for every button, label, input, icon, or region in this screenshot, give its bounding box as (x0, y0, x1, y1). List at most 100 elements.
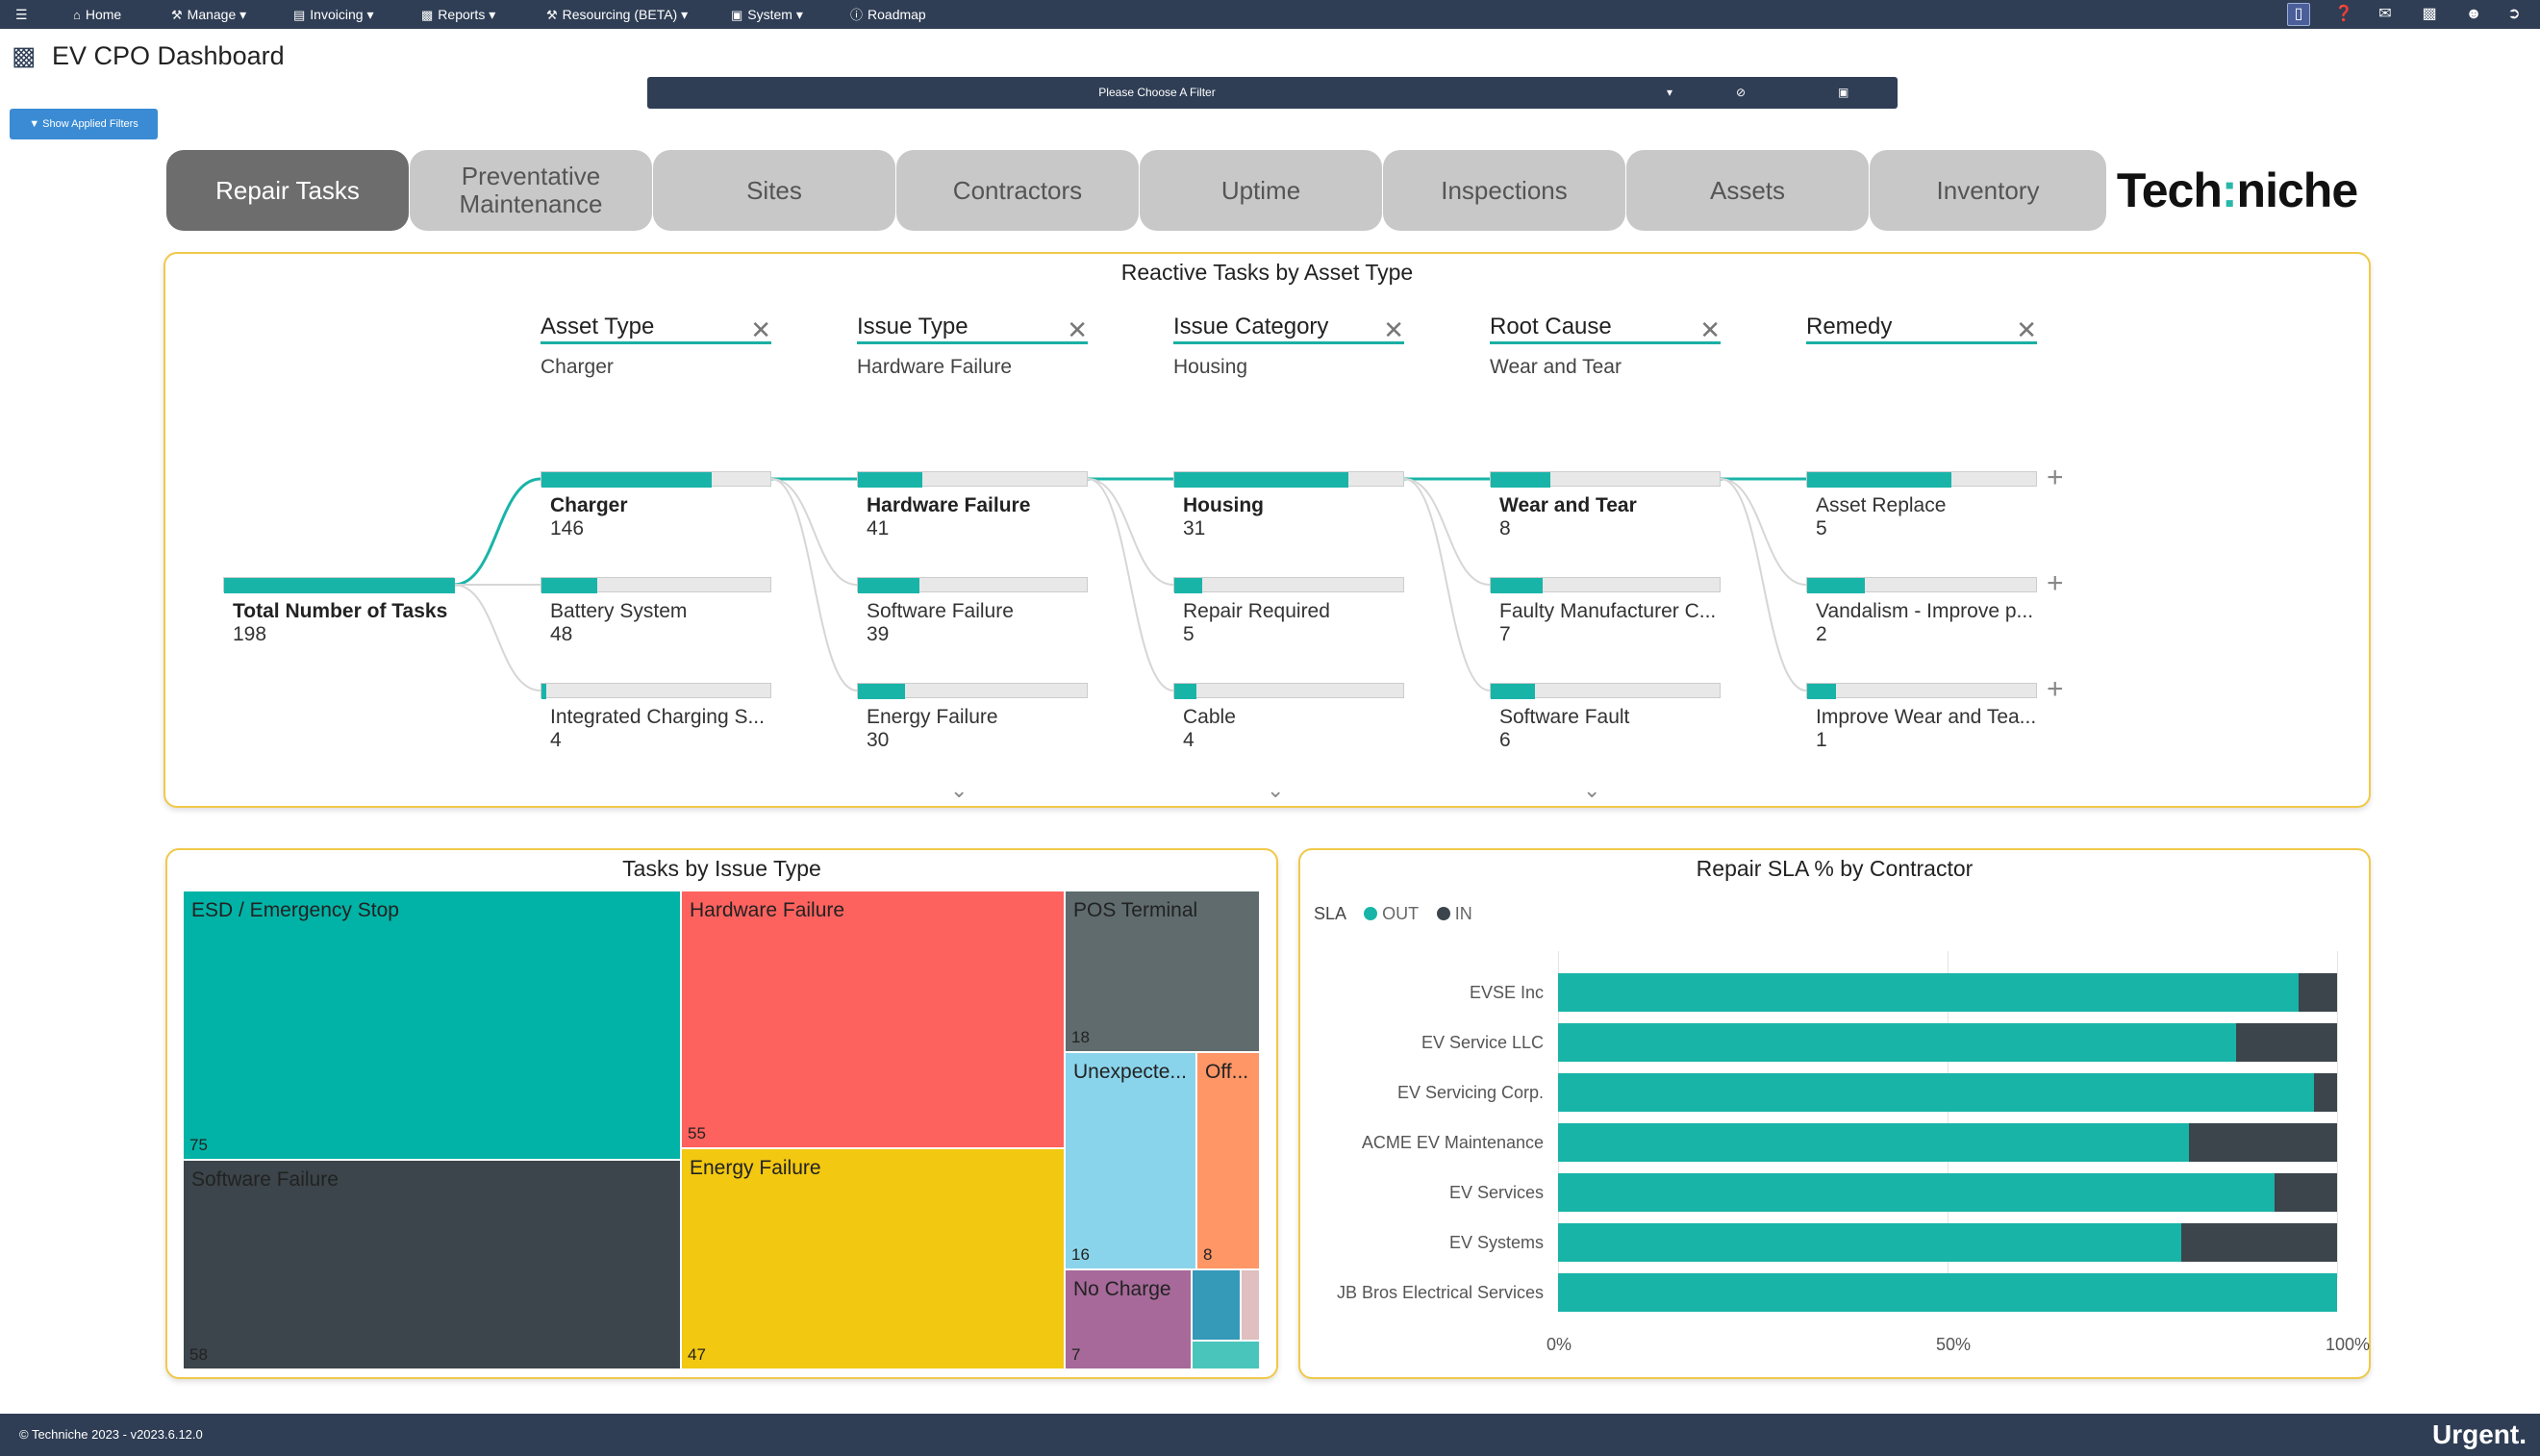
close-icon[interactable]: ✕ (1067, 315, 1088, 344)
tree-node[interactable]: Asset Replace 5 (1806, 471, 2037, 548)
sla-bar-out[interactable] (1558, 1023, 2236, 1062)
nav-resourcing[interactable]: ⚒ Resourcing (BETA) ▾ (546, 0, 688, 29)
nav-roadmap[interactable]: ⓘ Roadmap (850, 0, 926, 29)
chevron-down-icon[interactable]: ⌄ (1583, 778, 1601, 802)
sla-bar-out[interactable] (1558, 973, 2299, 1012)
expand-plus-icon[interactable]: + (2047, 462, 2064, 493)
sla-bar-out[interactable] (1558, 1173, 2276, 1212)
filter-dropdown[interactable]: Please Choose A Filter ▾ ⊘ ▣ (647, 77, 1898, 109)
tab-sites[interactable]: Sites (653, 150, 895, 231)
tab-inspections[interactable]: Inspections (1383, 150, 1625, 231)
home-icon: ⌂ (73, 8, 81, 22)
chevron-down-icon[interactable]: ⌄ (950, 778, 968, 802)
x-tick-label: 50% (1936, 1335, 1972, 1354)
treemap-cell-esd-emergency-stop[interactable]: ESD / Emergency Stop 75 (183, 891, 681, 1160)
tree-node[interactable]: Wear and Tear 8 (1490, 471, 1721, 548)
sla-bar-in[interactable] (2189, 1123, 2337, 1162)
level-header-remedy: Remedy ✕ (1806, 314, 2037, 344)
treemap-cell-offline[interactable]: Off... 8 (1196, 1052, 1260, 1269)
tree-node[interactable]: Software Fault 6 (1490, 683, 1721, 760)
help-icon[interactable]: ❓ (2334, 6, 2353, 22)
sla-bar-in[interactable] (2181, 1223, 2337, 1262)
y-category-label: EVSE Inc (1469, 983, 1544, 1002)
tree-node[interactable]: Integrated Charging S... 4 (541, 683, 771, 760)
tree-node[interactable]: Charger 146 (541, 471, 771, 548)
nav-home[interactable]: ⌂ Home (73, 0, 121, 29)
sla-bar-out[interactable] (1558, 1273, 2337, 1312)
tab-assets[interactable]: Assets (1626, 150, 1869, 231)
sla-bar-in[interactable] (2235, 1023, 2337, 1062)
expand-plus-icon[interactable]: + (2047, 673, 2064, 705)
tree-node[interactable]: Vandalism - Improve p... 2 (1806, 577, 2037, 654)
close-icon[interactable]: ✕ (1383, 315, 1404, 344)
treemap-cell-unexpected[interactable]: Unexpecte... 16 (1065, 1052, 1196, 1269)
level-selection: Charger (541, 356, 614, 378)
caret-down-icon[interactable]: ▾ (1667, 86, 1673, 99)
tree-node[interactable]: Software Failure 39 (857, 577, 1088, 654)
treemap-cell-energy-failure[interactable]: Energy Failure 47 (681, 1148, 1065, 1369)
nav-invoicing[interactable]: ▤ Invoicing ▾ (293, 0, 373, 29)
tree-node[interactable]: Housing 31 (1173, 471, 1404, 548)
x-tick-label: 0% (1547, 1335, 1572, 1354)
sla-bar-in[interactable] (2298, 973, 2337, 1012)
treemap-cell-small-teal[interactable] (1192, 1341, 1260, 1369)
tab-inventory[interactable]: Inventory (1870, 150, 2106, 231)
bar-chart-icon[interactable]: ▩ (2422, 6, 2437, 22)
sla-bar-out[interactable] (1558, 1073, 2314, 1112)
tree-node[interactable]: Cable 4 (1173, 683, 1404, 760)
tree-node[interactable]: Energy Failure 30 (857, 683, 1088, 760)
caret-down-icon: ▾ (366, 7, 374, 22)
close-icon[interactable]: ✕ (750, 315, 771, 344)
logout-icon[interactable]: ➲ (2507, 6, 2521, 22)
tree-node[interactable]: Repair Required 5 (1173, 577, 1404, 654)
show-applied-filters-button[interactable]: ▼ Show Applied Filters (10, 109, 158, 139)
node-bar-fill (1174, 472, 1348, 488)
hamburger-menu-icon[interactable]: ☰ (15, 7, 28, 22)
tab-repair-tasks[interactable]: Repair Tasks (166, 150, 409, 231)
node-bar-fill (1491, 472, 1550, 488)
node-bar-track (223, 577, 455, 593)
treemap-cell-hardware-failure[interactable]: Hardware Failure 55 (681, 891, 1065, 1148)
expand-plus-icon[interactable]: + (2047, 567, 2064, 599)
treemap-panel: Tasks by Issue Type ESD / Emergency Stop… (165, 848, 1278, 1379)
sla-bar-out[interactable] (1558, 1223, 2181, 1262)
chat-icon[interactable]: ✉ (2378, 6, 2392, 22)
tree-node[interactable]: Improve Wear and Tea... 1 (1806, 683, 2037, 760)
tree-node[interactable]: Battery System 48 (541, 577, 771, 654)
nav-manage[interactable]: ⚒ Manage ▾ (171, 0, 246, 29)
tree-root-node[interactable]: Total Number of Tasks 198 (223, 577, 455, 654)
caret-down-icon: ▾ (681, 7, 689, 22)
node-bar-fill (858, 578, 919, 593)
close-icon[interactable]: ✕ (2016, 315, 2037, 344)
tab-preventative-maintenance[interactable]: Preventative Maintenance (410, 150, 652, 231)
invoice-icon: ▤ (293, 8, 306, 22)
node-bar-fill (1807, 578, 1865, 593)
chevron-down-icon[interactable]: ⌄ (1267, 778, 1285, 802)
treemap-cell-small-pink[interactable] (1241, 1269, 1260, 1341)
tree-node[interactable]: Hardware Failure 41 (857, 471, 1088, 548)
chart-legend: SLA OUT IN (1314, 904, 1472, 923)
node-bar-fill (1174, 578, 1202, 593)
tab-uptime[interactable]: Uptime (1140, 150, 1382, 231)
footer: © Techniche 2023 - v2023.6.12.0 Urgent. (0, 1414, 2540, 1456)
node-bar-fill (541, 472, 712, 488)
legend-label-out: OUT (1382, 904, 1419, 923)
close-icon[interactable]: ✕ (1699, 315, 1721, 344)
tree-connector (1403, 478, 1491, 586)
nav-system[interactable]: ▣ System ▾ (731, 0, 803, 29)
treemap-cell-small-blue[interactable] (1192, 1269, 1241, 1341)
panel-title: Tasks by Issue Type (622, 856, 821, 881)
sla-bar-out[interactable] (1558, 1123, 2190, 1162)
nav-reports[interactable]: ▩ Reports ▾ (421, 0, 495, 29)
treemap-cell-no-charge[interactable]: No Charge 7 (1065, 1269, 1192, 1369)
user-icon[interactable]: ☻ (2465, 6, 2482, 22)
save-filter-icon[interactable]: ▣ (1838, 86, 1849, 99)
sla-bar-in[interactable] (2275, 1173, 2337, 1212)
clear-filter-icon[interactable]: ⊘ (1736, 86, 1747, 99)
treemap-cell-pos-terminal[interactable]: POS Terminal 18 (1065, 891, 1260, 1052)
mobile-icon[interactable]: ▯ (2287, 3, 2310, 26)
tab-contractors[interactable]: Contractors (896, 150, 1139, 231)
treemap-cell-software-failure[interactable]: Software Failure 58 (183, 1160, 681, 1369)
tree-node[interactable]: Faulty Manufacturer C... 7 (1490, 577, 1721, 654)
sla-bar-in[interactable] (2313, 1073, 2337, 1112)
